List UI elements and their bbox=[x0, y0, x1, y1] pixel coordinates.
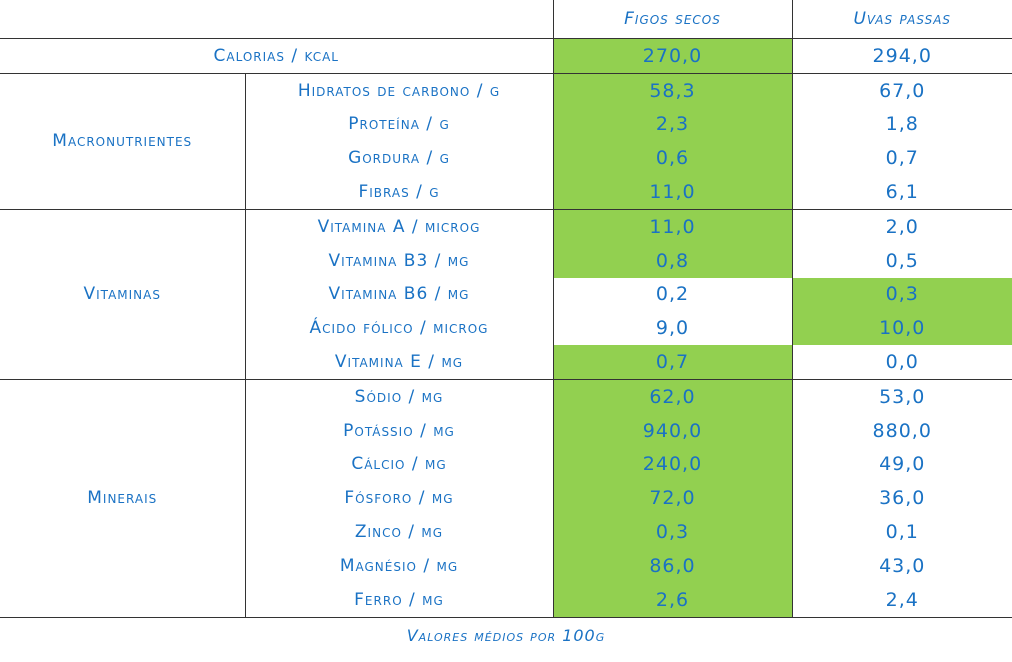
data-row: Magnésio / mg 86,0 43,0 bbox=[0, 548, 1012, 583]
value-cell: 1,8 bbox=[791, 107, 1012, 142]
value-cell: 880,0 bbox=[791, 413, 1012, 448]
value-cell: 2,4 bbox=[791, 582, 1012, 618]
nutrition-table: Figos secos Uvas passas Calorias / kcal 2… bbox=[0, 0, 1012, 618]
data-row: Cálcio / mg 240,0 49,0 bbox=[0, 447, 1012, 482]
data-row: Proteína / g 2,3 1,8 bbox=[0, 107, 1012, 142]
value-cell: 0,0 bbox=[791, 345, 1012, 380]
data-row: Zinco / mg 0,3 0,1 bbox=[0, 515, 1012, 549]
calories-row: Calorias / kcal 270,0 294,0 bbox=[0, 38, 1012, 74]
data-row: Vitamina B6 / mg 0,2 0,3 bbox=[0, 277, 1012, 312]
data-row: Vitamina B3 / mg 0,8 0,5 bbox=[0, 243, 1012, 278]
value-cell: 67,0 bbox=[791, 73, 1012, 108]
row-label: Ácido fólico / microg bbox=[244, 311, 553, 346]
value-cell: 62,0 bbox=[552, 379, 792, 414]
row-label: Hidratos de carbono / g bbox=[244, 73, 553, 108]
value-cell: 11,0 bbox=[552, 209, 792, 244]
value-cell: 0,2 bbox=[552, 277, 792, 312]
row-label: Cálcio / mg bbox=[244, 447, 553, 482]
table-body: Figos secos Uvas passas Calorias / kcal 2… bbox=[0, 0, 1012, 618]
value-cell: 9,0 bbox=[552, 311, 792, 346]
value-cell: 86,0 bbox=[552, 548, 792, 583]
value-cell: 43,0 bbox=[791, 548, 1012, 583]
value-cell: 6,1 bbox=[791, 175, 1012, 210]
group-label: Vitaminas bbox=[0, 209, 245, 380]
row-label: Proteína / g bbox=[244, 107, 553, 142]
row-label: Fibras / g bbox=[244, 175, 553, 210]
row-label: Potássio / mg bbox=[244, 413, 553, 448]
data-row: Ferro / mg 2,6 2,4 bbox=[0, 582, 1012, 618]
row-label: Sódio / mg bbox=[244, 379, 553, 414]
value-cell: 0,1 bbox=[791, 515, 1012, 549]
value-cell: 0,7 bbox=[552, 345, 792, 380]
value-cell: 0,7 bbox=[791, 141, 1012, 176]
row-label: Ferro / mg bbox=[244, 582, 553, 618]
row-label: Vitamina B3 / mg bbox=[244, 243, 553, 278]
row-label: Zinco / mg bbox=[244, 515, 553, 549]
value-cell: 240,0 bbox=[552, 447, 792, 482]
footnote: Valores médios por 100g bbox=[406, 625, 606, 645]
value-cell: 53,0 bbox=[791, 379, 1012, 414]
value-cell: 72,0 bbox=[552, 481, 792, 516]
data-row: Vitamina E / mg 0,7 0,0 bbox=[0, 345, 1012, 380]
data-row: Fósforo / mg 72,0 36,0 bbox=[0, 481, 1012, 516]
row-label: Vitamina E / mg bbox=[244, 345, 553, 380]
value-cell: 0,6 bbox=[552, 141, 792, 176]
row-label: Fósforo / mg bbox=[244, 481, 553, 516]
value-cell: 2,0 bbox=[791, 209, 1012, 244]
value-cell: 0,3 bbox=[552, 515, 792, 549]
header-row: Figos secos Uvas passas bbox=[0, 0, 1012, 39]
row-label: Vitamina A / microg bbox=[244, 209, 553, 244]
row-label: Vitamina B6 / mg bbox=[244, 277, 553, 312]
data-row: Gordura / g 0,6 0,7 bbox=[0, 141, 1012, 176]
data-row: Fibras / g 11,0 6,1 bbox=[0, 175, 1012, 210]
value-cell: 10,0 bbox=[791, 311, 1012, 346]
value-cell: 11,0 bbox=[552, 175, 792, 210]
group-label: Minerais bbox=[0, 379, 245, 618]
column-header: Figos secos bbox=[552, 0, 792, 39]
value-cell: 940,0 bbox=[552, 413, 792, 448]
row-label: Magnésio / mg bbox=[244, 548, 553, 583]
empty-header bbox=[0, 0, 553, 39]
value-cell: 2,6 bbox=[552, 582, 792, 618]
group-label: Macronutrientes bbox=[0, 73, 245, 210]
data-row: Vitaminas Vitamina A / microg 11,0 2,0 bbox=[0, 209, 1012, 380]
value-cell: 294,0 bbox=[791, 38, 1012, 74]
row-label: Gordura / g bbox=[244, 141, 553, 176]
value-cell: 58,3 bbox=[552, 73, 792, 108]
data-row: Macronutrientes Hidratos de carbono / g 58… bbox=[0, 73, 1012, 210]
data-row: Ácido fólico / microg 9,0 10,0 bbox=[0, 311, 1012, 346]
value-cell: 49,0 bbox=[791, 447, 1012, 482]
value-cell: 2,3 bbox=[552, 107, 792, 142]
data-row: Potássio / mg 940,0 880,0 bbox=[0, 413, 1012, 448]
value-cell: 0,5 bbox=[791, 243, 1012, 278]
value-cell: 36,0 bbox=[791, 481, 1012, 516]
value-cell: 0,8 bbox=[552, 243, 792, 278]
value-cell: 270,0 bbox=[552, 38, 792, 74]
data-row: Minerais Sódio / mg 62,0 53,0 bbox=[0, 379, 1012, 618]
value-cell: 0,3 bbox=[791, 277, 1012, 312]
row-label: Calorias / kcal bbox=[0, 38, 553, 74]
column-header: Uvas passas bbox=[791, 0, 1012, 39]
